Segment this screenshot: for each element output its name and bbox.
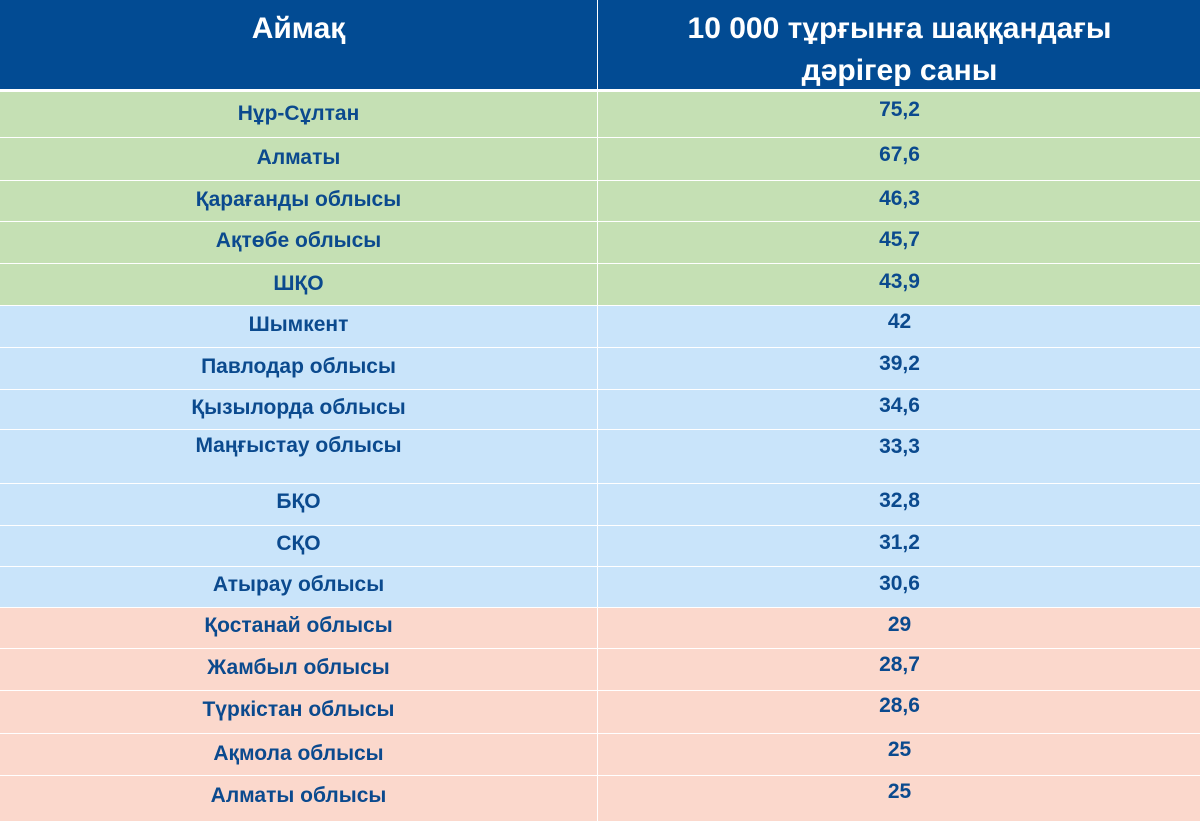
- region-cell: Нұр-Сұлтан: [0, 92, 598, 138]
- column-header-region-label: Аймақ: [251, 12, 346, 45]
- region-cell: СҚО: [0, 526, 598, 567]
- table-row: Алматы 67,6: [0, 138, 1200, 181]
- region-cell: Қостанай облысы: [0, 608, 598, 649]
- value-cell: 29: [887, 613, 912, 636]
- table-row: Түркістан облысы 28,6: [0, 691, 1200, 734]
- region-cell: Атырау облысы: [0, 567, 598, 608]
- table-row: СҚО 31,2: [0, 526, 1200, 567]
- table-row: Алматы облысы 25: [0, 776, 1200, 822]
- value-cell: 25: [887, 738, 912, 761]
- column-header-region: Аймақ: [0, 0, 598, 89]
- column-header-value: 10 000 тұрғынға шаққандағы дәрігер саны: [599, 0, 1200, 89]
- value-cell: 33,3: [879, 435, 920, 458]
- table-row: Атырау облысы 30,6: [0, 567, 1200, 608]
- table-row: Ақтөбе облысы 45,7: [0, 222, 1200, 264]
- region-cell: Жамбыл облысы: [0, 649, 598, 691]
- table-row: Қостанай облысы 29: [0, 608, 1200, 649]
- value-cell: 39,2: [879, 352, 920, 375]
- region-cell: Ақмола облысы: [0, 734, 598, 776]
- table-row: Шымкент 42: [0, 306, 1200, 348]
- region-cell: Қызылорда облысы: [0, 390, 598, 430]
- table-row: Ақмола облысы 25: [0, 734, 1200, 776]
- table-row: Жамбыл облысы 28,7: [0, 649, 1200, 691]
- value-cell: 31,2: [879, 531, 920, 554]
- value-cell: 45,7: [879, 228, 920, 251]
- value-cell: 42: [887, 310, 912, 333]
- value-cell: 28,7: [879, 653, 920, 676]
- value-cell: 28,6: [879, 694, 920, 717]
- table-row: ШҚО 43,9: [0, 264, 1200, 306]
- value-cell: 46,3: [879, 187, 920, 210]
- table-row: БҚО 32,8: [0, 484, 1200, 526]
- region-cell: Түркістан облысы: [0, 691, 598, 734]
- table-row: Маңғыстау облысы 33,3: [0, 430, 1200, 484]
- value-cell: 32,8: [879, 489, 920, 512]
- value-cell: 67,6: [879, 143, 920, 166]
- table-header: Аймақ 10 000 тұрғынға шаққандағы дәрігер…: [0, 0, 1200, 92]
- value-cell: 25: [887, 780, 912, 803]
- region-cell: Маңғыстау облысы: [0, 430, 598, 484]
- column-header-value-label: 10 000 тұрғынға шаққандағы дәрігер саны: [687, 12, 1112, 87]
- table-row: Қарағанды облысы 46,3: [0, 181, 1200, 222]
- region-cell: Павлодар облысы: [0, 348, 598, 390]
- value-cell: 43,9: [879, 270, 920, 293]
- table-row: Нұр-Сұлтан 75,2: [0, 92, 1200, 138]
- region-cell: Ақтөбе облысы: [0, 222, 598, 264]
- region-cell: Қарағанды облысы: [0, 181, 598, 222]
- region-cell: Шымкент: [0, 306, 598, 348]
- region-cell: Алматы: [0, 138, 598, 181]
- value-cell: 30,6: [879, 572, 920, 595]
- region-cell: Алматы облысы: [0, 776, 598, 822]
- value-cell: 34,6: [879, 394, 920, 417]
- region-cell: БҚО: [0, 484, 598, 526]
- region-cell: ШҚО: [0, 264, 598, 306]
- table-row: Қызылорда облысы 34,6: [0, 390, 1200, 430]
- table-row: Павлодар облысы 39,2: [0, 348, 1200, 390]
- value-cell: 75,2: [879, 98, 920, 121]
